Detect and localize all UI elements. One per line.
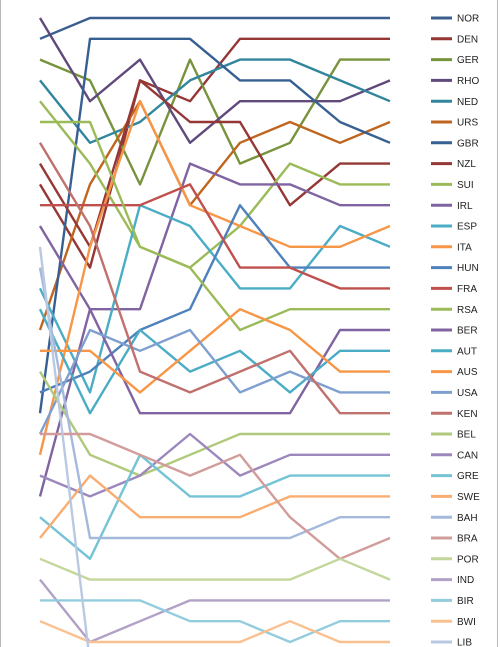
series-line-nor (39, 16, 390, 40)
series-line-bir (40, 599, 390, 644)
series-line-gre (39, 453, 390, 560)
series-line-bah (38, 267, 390, 540)
legend-label-bir: BIR (457, 596, 474, 607)
legend-label-bwi: BWI (457, 617, 476, 628)
legend-label-urs: URS (457, 118, 478, 129)
legend-label-fra: FRA (457, 284, 477, 295)
series-layer (38, 16, 391, 647)
legend-label-ind: IND (457, 575, 474, 586)
legend-label-bra: BRA (457, 534, 478, 545)
legend-label-nor: NOR (457, 14, 479, 25)
legend: NOR DEN GER RHO NED URS GBR NZL SUI IRL ESP ITA HUN F… (431, 14, 480, 647)
series-line-bel (38, 370, 390, 477)
legend-label-ita: ITA (457, 242, 472, 253)
series-line-ken (38, 142, 390, 415)
legend-label-ned: NED (457, 97, 478, 108)
legend-label-gbr: GBR (457, 138, 479, 149)
series-line-ger (39, 58, 390, 186)
legend-label-can: CAN (457, 450, 478, 461)
legend-label-irl: IRL (457, 201, 473, 212)
series-line-gbr (38, 37, 391, 414)
legend-label-por: POR (457, 554, 479, 565)
legend-label-bel: BEL (457, 430, 476, 441)
legend-label-ger: GER (457, 55, 479, 66)
legend-label-sui: SUI (457, 180, 474, 191)
series-line-fra (40, 183, 390, 290)
series-line-ita (38, 99, 391, 456)
legend-label-nzl: NZL (457, 159, 476, 170)
legend-label-ken: KEN (457, 409, 478, 420)
legend-label-bah: BAH (457, 513, 478, 524)
series-line-ned (39, 58, 391, 145)
series-line-aus (40, 308, 390, 394)
legend-label-rsa: RSA (457, 305, 478, 316)
legend-label-ber: BER (457, 326, 478, 337)
legend-label-usa: USA (457, 388, 478, 399)
legend-label-aut: AUT (457, 346, 477, 357)
series-line-swe (39, 474, 390, 539)
legend-label-esp: ESP (457, 222, 477, 233)
series-line-bra (40, 432, 391, 560)
legend-label-den: DEN (457, 34, 478, 45)
series-line-usa (38, 328, 390, 435)
legend-label-gre: GRE (457, 471, 479, 482)
series-line-irl (38, 162, 390, 311)
series-line-rsa (40, 120, 390, 332)
series-line-ber (38, 308, 390, 497)
series-line-sui (39, 100, 390, 269)
legend-label-hun: HUN (457, 263, 479, 274)
series-line-bwi (39, 620, 390, 644)
legend-label-lib: LIB (457, 638, 472, 647)
legend-label-rho: RHO (457, 76, 479, 87)
series-line-hun (39, 203, 390, 394)
series-line-ind (39, 578, 390, 644)
series-line-can (39, 432, 390, 498)
legend-label-aus: AUS (457, 367, 478, 378)
legend-label-swe: SWE (457, 492, 480, 503)
series-line-por (39, 557, 391, 581)
